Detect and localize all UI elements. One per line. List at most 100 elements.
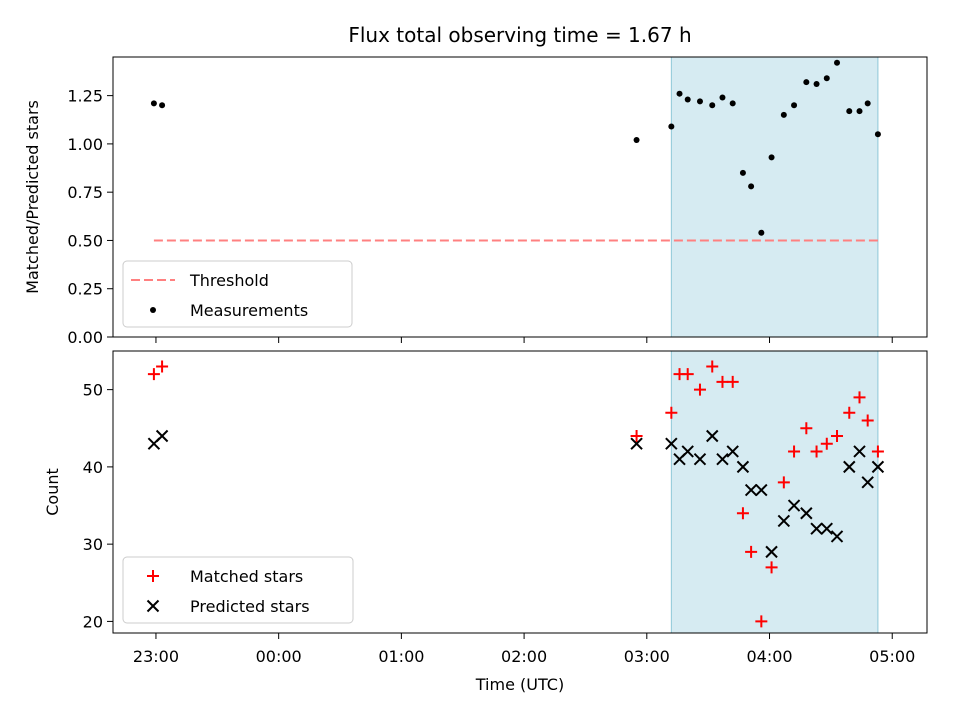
matched-star-point [736,507,749,520]
measurement-point [823,75,830,82]
matched-star-point [755,615,768,628]
matched-star-point [665,406,678,419]
matched-star-point [788,445,801,458]
matched-star-point [853,391,866,404]
x-tick-label: 04:00 [746,647,792,666]
x-tick-label: 05:00 [869,647,915,666]
matched-star-point [706,360,719,373]
predicted-star-point [665,437,678,450]
y-tick-label: 1.25 [67,87,103,106]
measurement-point [633,137,640,144]
matched-star-point [843,406,856,419]
y-axis-label: Matched/Predicted stars [23,100,42,294]
predicted-star-point [726,445,739,458]
legend-box [122,260,353,328]
matched-star-point [871,445,884,458]
y-tick-label: 0.75 [67,183,103,202]
measurement-point [684,96,691,103]
measurement-point [748,183,755,190]
legend-measurement-swatch [150,307,156,313]
predicted-star-point [843,460,856,474]
measurement-point [719,94,726,101]
highlight-span [670,350,879,634]
measurement-point [150,100,157,107]
predicted-star-point [810,522,823,535]
highlight-span [670,56,879,338]
measurement-point [791,102,798,109]
predicted-star-point [155,429,169,443]
y-tick-label: 0.00 [67,328,103,347]
legend-label: Predicted stars [190,597,310,616]
predicted-star-point [681,445,694,458]
measurement-point [668,123,675,130]
measurement-point [709,102,716,109]
legend-matched-swatch [147,570,159,582]
predicted-star-point [830,530,844,543]
y-tick-label: 30 [83,535,103,554]
x-tick-label: 01:00 [378,647,424,666]
legend-box [122,556,354,624]
predicted-star-point [777,514,791,528]
predicted-star-point [765,545,778,559]
y-tick-label: 50 [83,381,103,400]
matched-star-point [800,422,813,435]
matched-star-point [726,375,739,388]
x-axis-label: Time (UTC) [475,675,564,694]
x-tick-label: 03:00 [624,647,670,666]
x-tick-label: 23:00 [133,647,179,666]
matched-star-point [147,368,160,381]
measurement-point [676,90,683,97]
predicted-star-point [853,445,866,458]
matched-star-point [745,545,758,558]
matched-star-point [861,414,874,427]
measurement-point [803,79,810,86]
matched-star-point [765,561,778,574]
predicted-star-point [630,437,643,450]
predicted-star-point [820,522,833,535]
legend-label: Measurements [190,301,308,320]
predicted-star-point [861,476,874,489]
matched-star-point [831,429,844,442]
measurement-point [856,108,863,115]
predicted-star-point [800,507,813,520]
x-tick-label: 02:00 [501,647,547,666]
y-tick-label: 0.25 [67,280,103,299]
measurement-point [864,100,871,107]
matched-star-point [810,445,823,458]
matched-star-point [777,476,790,489]
measurement-point [846,108,853,115]
measurement-point [159,102,166,109]
predicted-star-point [755,483,768,497]
predicted-star-point [736,460,750,474]
y-tick-label: 1.00 [67,135,103,154]
matched-star-point [693,383,706,396]
matched-star-point [716,375,729,388]
y-tick-label: 40 [83,458,103,477]
measurement-point [768,154,775,161]
legend-predicted-swatch [146,599,160,613]
y-tick-label: 20 [83,612,103,631]
measurement-point [813,81,820,88]
axes-frame [112,56,928,338]
chart-title: Flux total observing time = 1.67 h [348,23,691,47]
y-tick-label: 0.50 [67,231,103,250]
measurement-point [729,100,736,107]
measurement-point [739,169,746,176]
measurement-point [696,98,703,105]
predicted-star-point [787,499,801,512]
predicted-star-point [744,483,758,497]
legend-label: Threshold [189,271,269,290]
predicted-star-point [716,452,729,466]
predicted-star-point [871,460,885,474]
matched-star-point [156,360,169,373]
measurement-point [874,131,881,138]
measurement-point [780,111,787,118]
measurement-point [834,59,841,66]
top-panel: 0.00 0.25 0.50 0.75 1.00 1.25 Matched/Predicte… [23,56,928,347]
predicted-star-point [706,429,719,443]
matched-star-point [681,368,694,381]
y-axis-label: Count [43,468,62,516]
matched-star-point [820,437,833,450]
bottom-panel: 20 30 40 50 23:00 00:00 01:00 02:00 03:00 04:00 05… [43,350,928,694]
